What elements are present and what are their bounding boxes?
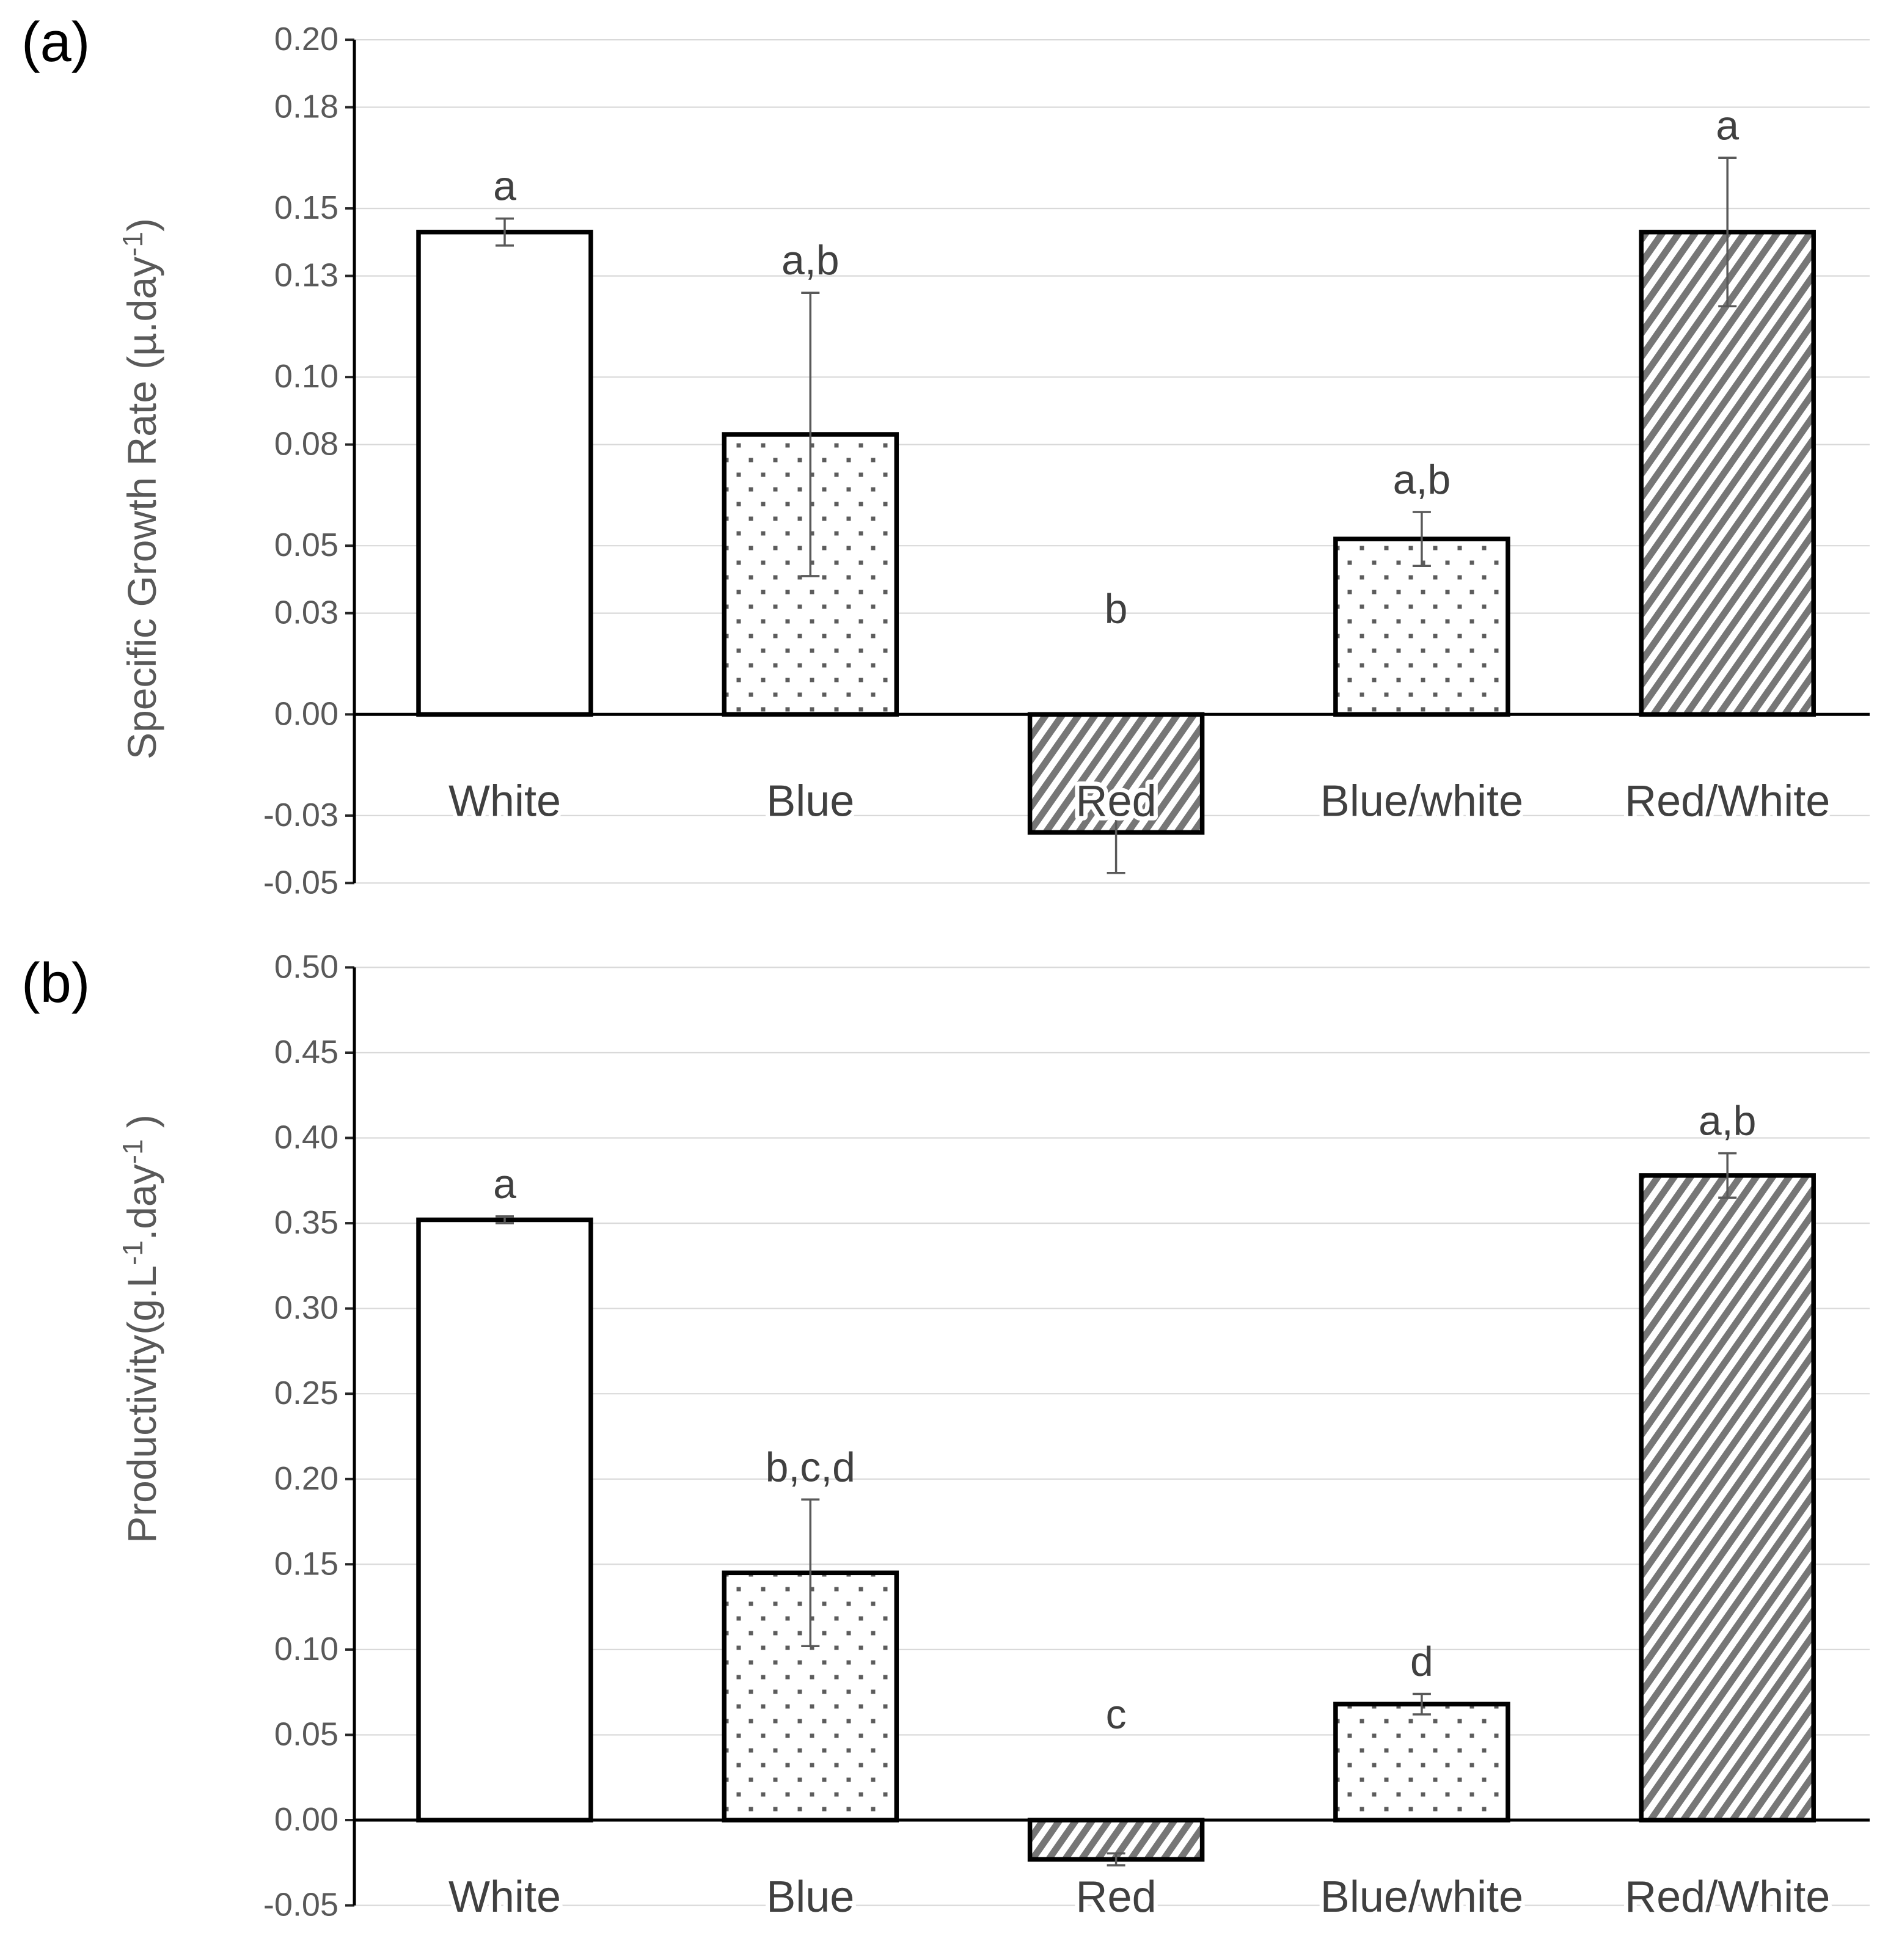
svg-text:a,b: a,b — [781, 237, 840, 283]
svg-text:Blue/white: Blue/white — [1320, 1873, 1523, 1922]
svg-text:Red: Red — [1076, 777, 1157, 825]
svg-text:0.03: 0.03 — [274, 594, 338, 631]
svg-text:c: c — [1106, 1691, 1127, 1738]
svg-text:a: a — [493, 163, 516, 210]
svg-text:Red/White: Red/White — [1625, 777, 1830, 825]
svg-text:Red/White: Red/White — [1625, 1873, 1830, 1922]
svg-text:(b): (b) — [21, 952, 90, 1014]
svg-text:a: a — [493, 1161, 516, 1207]
svg-text:0.15: 0.15 — [274, 1545, 338, 1582]
svg-text:0.50: 0.50 — [274, 948, 338, 985]
svg-text:a,b: a,b — [1699, 1098, 1757, 1144]
svg-text:b,c,d: b,c,d — [766, 1444, 855, 1490]
svg-text:0.20: 0.20 — [274, 21, 338, 57]
svg-text:b: b — [1105, 585, 1128, 632]
svg-text:0.05: 0.05 — [274, 1716, 338, 1753]
svg-text:Blue: Blue — [766, 777, 854, 825]
svg-text:0.40: 0.40 — [274, 1119, 338, 1156]
svg-text:0.10: 0.10 — [274, 358, 338, 395]
svg-text:0.00: 0.00 — [274, 1801, 338, 1838]
svg-text:0.45: 0.45 — [274, 1034, 338, 1070]
svg-text:0.08: 0.08 — [274, 426, 338, 463]
svg-text:d: d — [1410, 1639, 1433, 1685]
svg-text:a,b: a,b — [1393, 456, 1451, 503]
svg-text:0.15: 0.15 — [274, 189, 338, 226]
svg-text:a: a — [1716, 102, 1739, 148]
svg-text:-0.05: -0.05 — [263, 1887, 338, 1923]
svg-text:Blue: Blue — [766, 1873, 854, 1922]
svg-text:0.10: 0.10 — [274, 1631, 338, 1667]
svg-text:0.25: 0.25 — [274, 1375, 338, 1411]
svg-text:0.13: 0.13 — [274, 257, 338, 294]
svg-text:Specific Growth Rate (µ.day-1): Specific Growth Rate (µ.day-1) — [117, 218, 164, 759]
svg-text:White: White — [448, 1873, 561, 1922]
svg-text:0.20: 0.20 — [274, 1460, 338, 1497]
svg-text:Blue/white: Blue/white — [1320, 777, 1523, 825]
svg-text:0.05: 0.05 — [274, 527, 338, 563]
svg-text:Productivity(g.L-1.day-1 ): Productivity(g.L-1.day-1 ) — [117, 1114, 164, 1543]
svg-text:0.35: 0.35 — [274, 1204, 338, 1241]
svg-text:(a): (a) — [21, 11, 90, 73]
svg-text:0.30: 0.30 — [274, 1290, 338, 1326]
svg-text:0.00: 0.00 — [274, 695, 338, 732]
svg-text:0.18: 0.18 — [274, 89, 338, 125]
svg-text:-0.03: -0.03 — [263, 797, 338, 833]
svg-text:Red: Red — [1076, 1873, 1157, 1922]
svg-text:-0.05: -0.05 — [263, 864, 338, 901]
svg-text:White: White — [448, 777, 561, 825]
